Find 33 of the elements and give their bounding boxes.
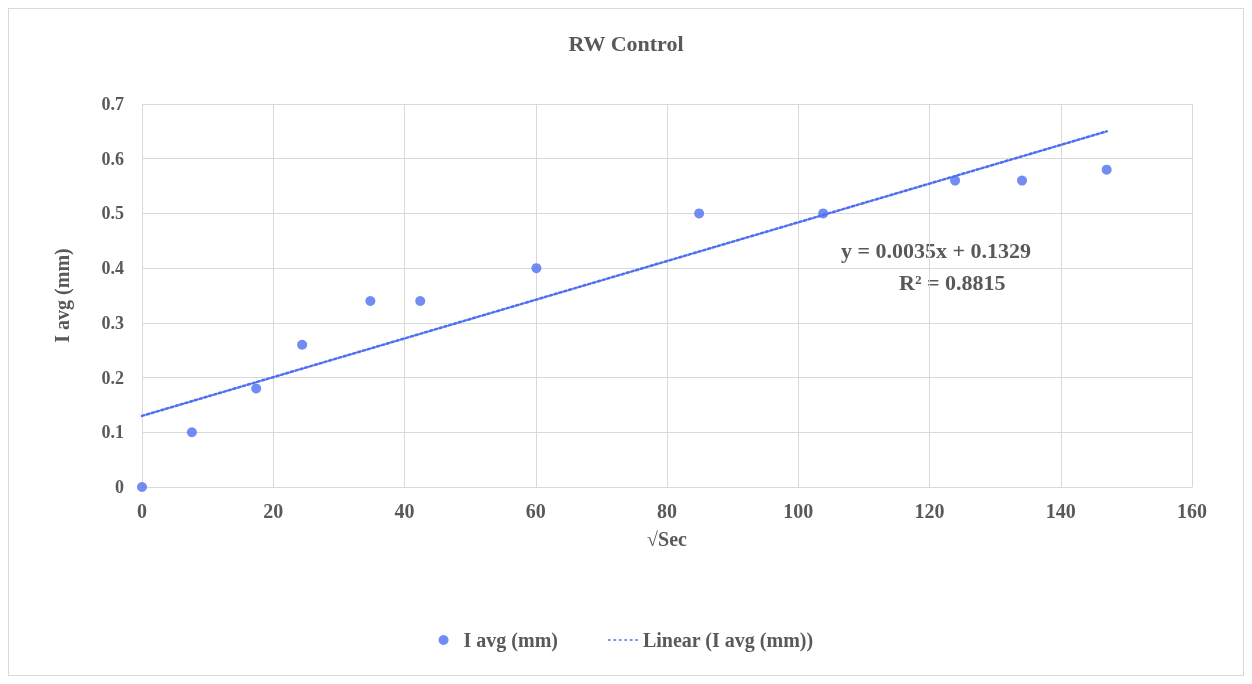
y-axis-title: I avg (mm) (51, 248, 74, 343)
x-axis-title: √Sec (647, 528, 688, 550)
point (415, 295, 426, 306)
y-tick-label: 0.7 (101, 94, 124, 114)
y-tick-label: 0.6 (101, 148, 124, 169)
point (1101, 164, 1112, 175)
y-tick-label: 0.5 (101, 203, 124, 224)
y-tick-label: 0 (115, 477, 124, 497)
chart-title: RW Control (568, 30, 684, 56)
point (186, 427, 197, 438)
annotation: y = 0.0035x + 0.1329 (841, 237, 1032, 263)
point (1017, 175, 1028, 186)
legend-label: I avg (mm) (463, 629, 558, 652)
point (365, 295, 376, 306)
x-tick-label: 60 (525, 500, 546, 522)
point (531, 263, 542, 274)
y-tick-label: 0.2 (101, 367, 124, 388)
point (137, 482, 147, 492)
y-tick-label: 0.4 (101, 258, 124, 279)
x-tick-label: 80 (657, 500, 677, 522)
point (251, 383, 262, 394)
y-tick-label: 0.3 (101, 312, 124, 333)
x-tick-label: 20 (263, 500, 284, 522)
x-tick-label: 0 (137, 500, 147, 522)
y-tick-label: 0.1 (101, 422, 124, 443)
point (694, 208, 705, 219)
legend-label: Linear (I avg (mm)) (642, 629, 814, 652)
x-tick-label: 100 (783, 500, 814, 522)
x-tick-label: 140 (1045, 500, 1076, 522)
point (297, 339, 308, 350)
x-tick-label: 40 (394, 500, 415, 522)
x-tick-label: 160 (1177, 500, 1207, 522)
x-tick-label: 120 (914, 500, 945, 522)
